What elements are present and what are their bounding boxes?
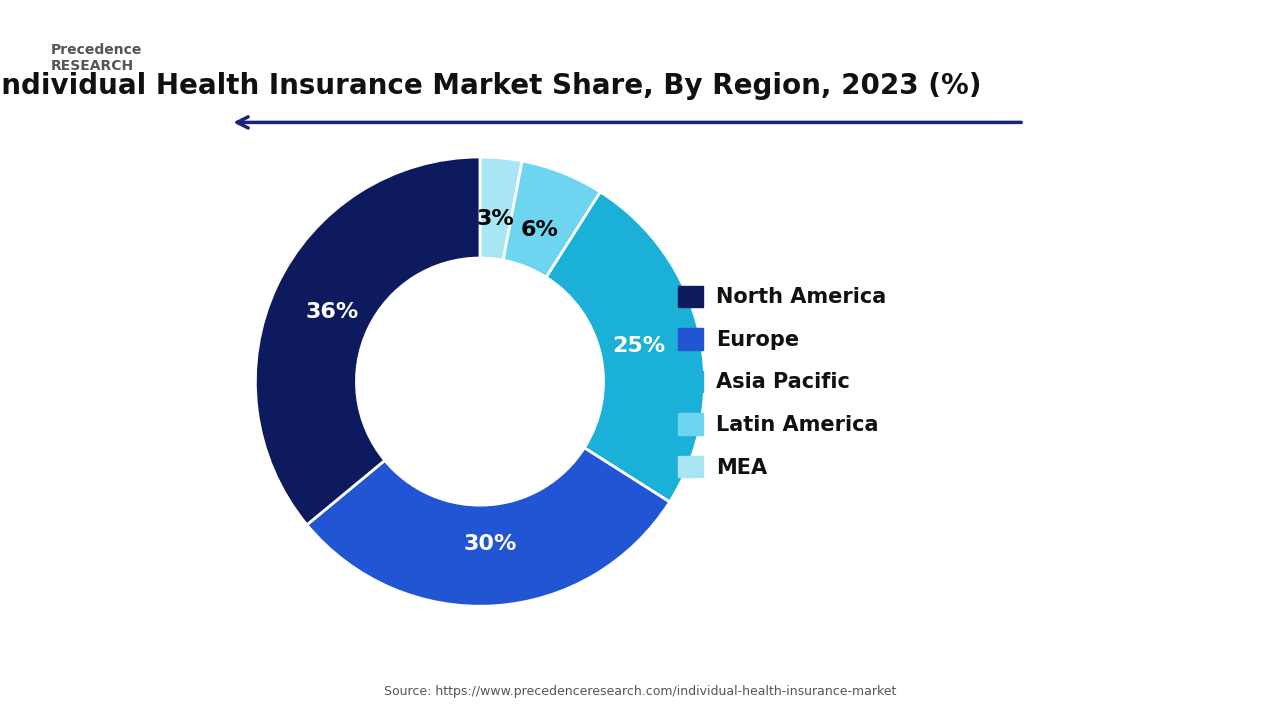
Wedge shape [256,157,480,525]
Text: 30%: 30% [463,534,517,554]
Text: 6%: 6% [521,220,559,240]
Wedge shape [503,161,600,277]
Text: Precedence
RESEARCH: Precedence RESEARCH [51,43,142,73]
Text: 3%: 3% [476,210,515,230]
Wedge shape [547,192,704,502]
Text: Individual Health Insurance Market Share, By Region, 2023 (%): Individual Health Insurance Market Share… [0,72,982,100]
Text: 36%: 36% [306,302,360,323]
Text: Source: https://www.precedenceresearch.com/individual-health-insurance-market: Source: https://www.precedenceresearch.c… [384,685,896,698]
Legend: North America, Europe, Asia Pacific, Latin America, MEA: North America, Europe, Asia Pacific, Lat… [671,277,895,486]
Wedge shape [480,157,522,260]
Text: 25%: 25% [612,336,666,356]
Wedge shape [307,448,669,606]
